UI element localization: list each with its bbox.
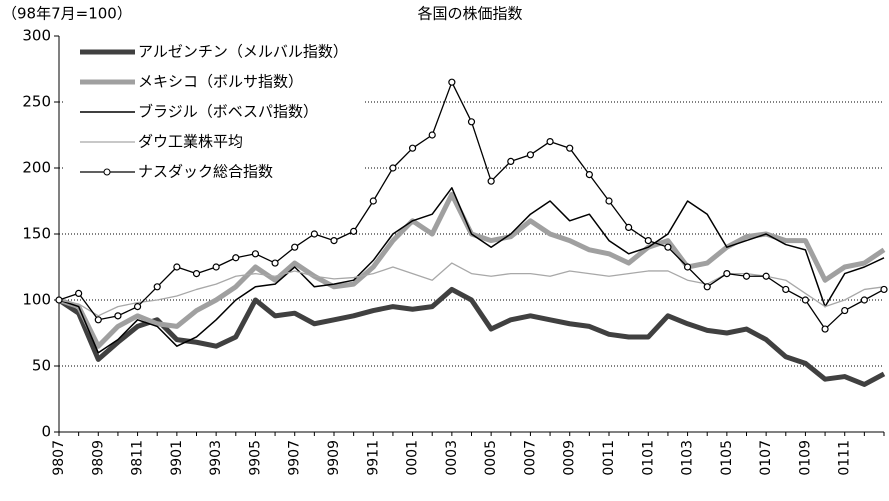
legend-label: メキシコ（ボルサ指数） <box>138 73 303 91</box>
chart-title: 各国の株価指数 <box>417 5 522 23</box>
point <box>448 78 456 86</box>
x-tick-label: 9905 <box>247 440 263 476</box>
x-tick-label: 9909 <box>326 440 342 476</box>
legend-label: ナスダック総合指数 <box>138 163 273 181</box>
point <box>251 250 260 258</box>
point <box>192 270 201 278</box>
point <box>487 177 495 185</box>
point <box>310 230 318 238</box>
point <box>271 259 279 267</box>
legend-label: アルゼンチン（メルバル指数） <box>138 43 348 61</box>
legend-label: ダウ工業株平均 <box>138 133 243 151</box>
series-line <box>58 191 886 349</box>
point <box>369 197 377 205</box>
series-line <box>57 286 886 387</box>
point <box>821 325 829 333</box>
point <box>467 118 476 126</box>
point <box>683 263 692 271</box>
point <box>742 272 751 280</box>
point <box>507 157 515 165</box>
y-tick-label: 200 <box>22 159 51 177</box>
point <box>133 303 142 311</box>
x-tick-label: 0107 <box>758 440 774 476</box>
x-tick-label: 0005 <box>483 440 499 476</box>
x-tick-label: 9901 <box>169 440 185 476</box>
point <box>762 272 770 280</box>
y-tick-label: 50 <box>32 357 51 375</box>
point <box>880 285 888 294</box>
point <box>605 197 613 205</box>
point <box>860 296 868 304</box>
point <box>94 316 102 324</box>
point <box>153 283 161 291</box>
y-tick-label: 250 <box>22 93 51 111</box>
point <box>703 283 711 291</box>
point <box>389 164 397 172</box>
x-tick-label: 0007 <box>522 440 538 476</box>
point <box>350 227 358 235</box>
point <box>841 306 849 315</box>
series-line <box>58 187 885 354</box>
x-tick-label: 0003 <box>444 440 460 476</box>
x-tick-label: 0011 <box>601 440 617 476</box>
x-tick-label: 0111 <box>837 440 853 476</box>
y-tick-label: 300 <box>22 27 51 45</box>
point <box>664 243 672 251</box>
point <box>330 237 338 245</box>
x-tick-label: 0001 <box>405 440 421 476</box>
series-line <box>58 262 885 317</box>
y-tick-label: 0 <box>41 423 51 441</box>
y-tick-label: 150 <box>22 225 51 243</box>
point <box>428 131 436 139</box>
x-tick-label: 9907 <box>287 440 303 476</box>
x-tick-label: 9807 <box>51 440 67 476</box>
x-tick-label: 0105 <box>719 440 735 476</box>
point <box>408 144 417 152</box>
point <box>546 138 554 146</box>
y-tick-label: 100 <box>22 291 51 309</box>
point <box>55 296 63 304</box>
point <box>585 171 593 179</box>
point <box>625 223 633 231</box>
x-tick-label: 9811 <box>130 440 146 476</box>
point <box>75 289 83 297</box>
y-axis-label: （98年7月=100） <box>2 5 132 23</box>
x-tick-label: 0103 <box>680 440 696 476</box>
point <box>801 296 810 304</box>
point <box>232 254 240 262</box>
point <box>212 263 220 271</box>
point <box>723 270 731 278</box>
legend-marker <box>103 168 111 176</box>
point <box>526 151 535 159</box>
point <box>566 144 574 152</box>
point <box>173 263 181 271</box>
point <box>644 237 652 245</box>
legend-label: ブラジル（ボベスパ指数） <box>138 103 318 121</box>
x-tick-label: 9911 <box>365 440 381 476</box>
point <box>291 243 299 251</box>
x-tick-label: 0101 <box>640 440 656 476</box>
x-tick-label: 9903 <box>208 440 224 476</box>
legend-box <box>64 38 364 196</box>
point <box>782 285 790 294</box>
x-tick-label: 0009 <box>562 440 578 476</box>
point <box>114 312 122 320</box>
x-tick-label: 9809 <box>90 440 106 476</box>
x-tick-label: 0109 <box>797 440 813 476</box>
